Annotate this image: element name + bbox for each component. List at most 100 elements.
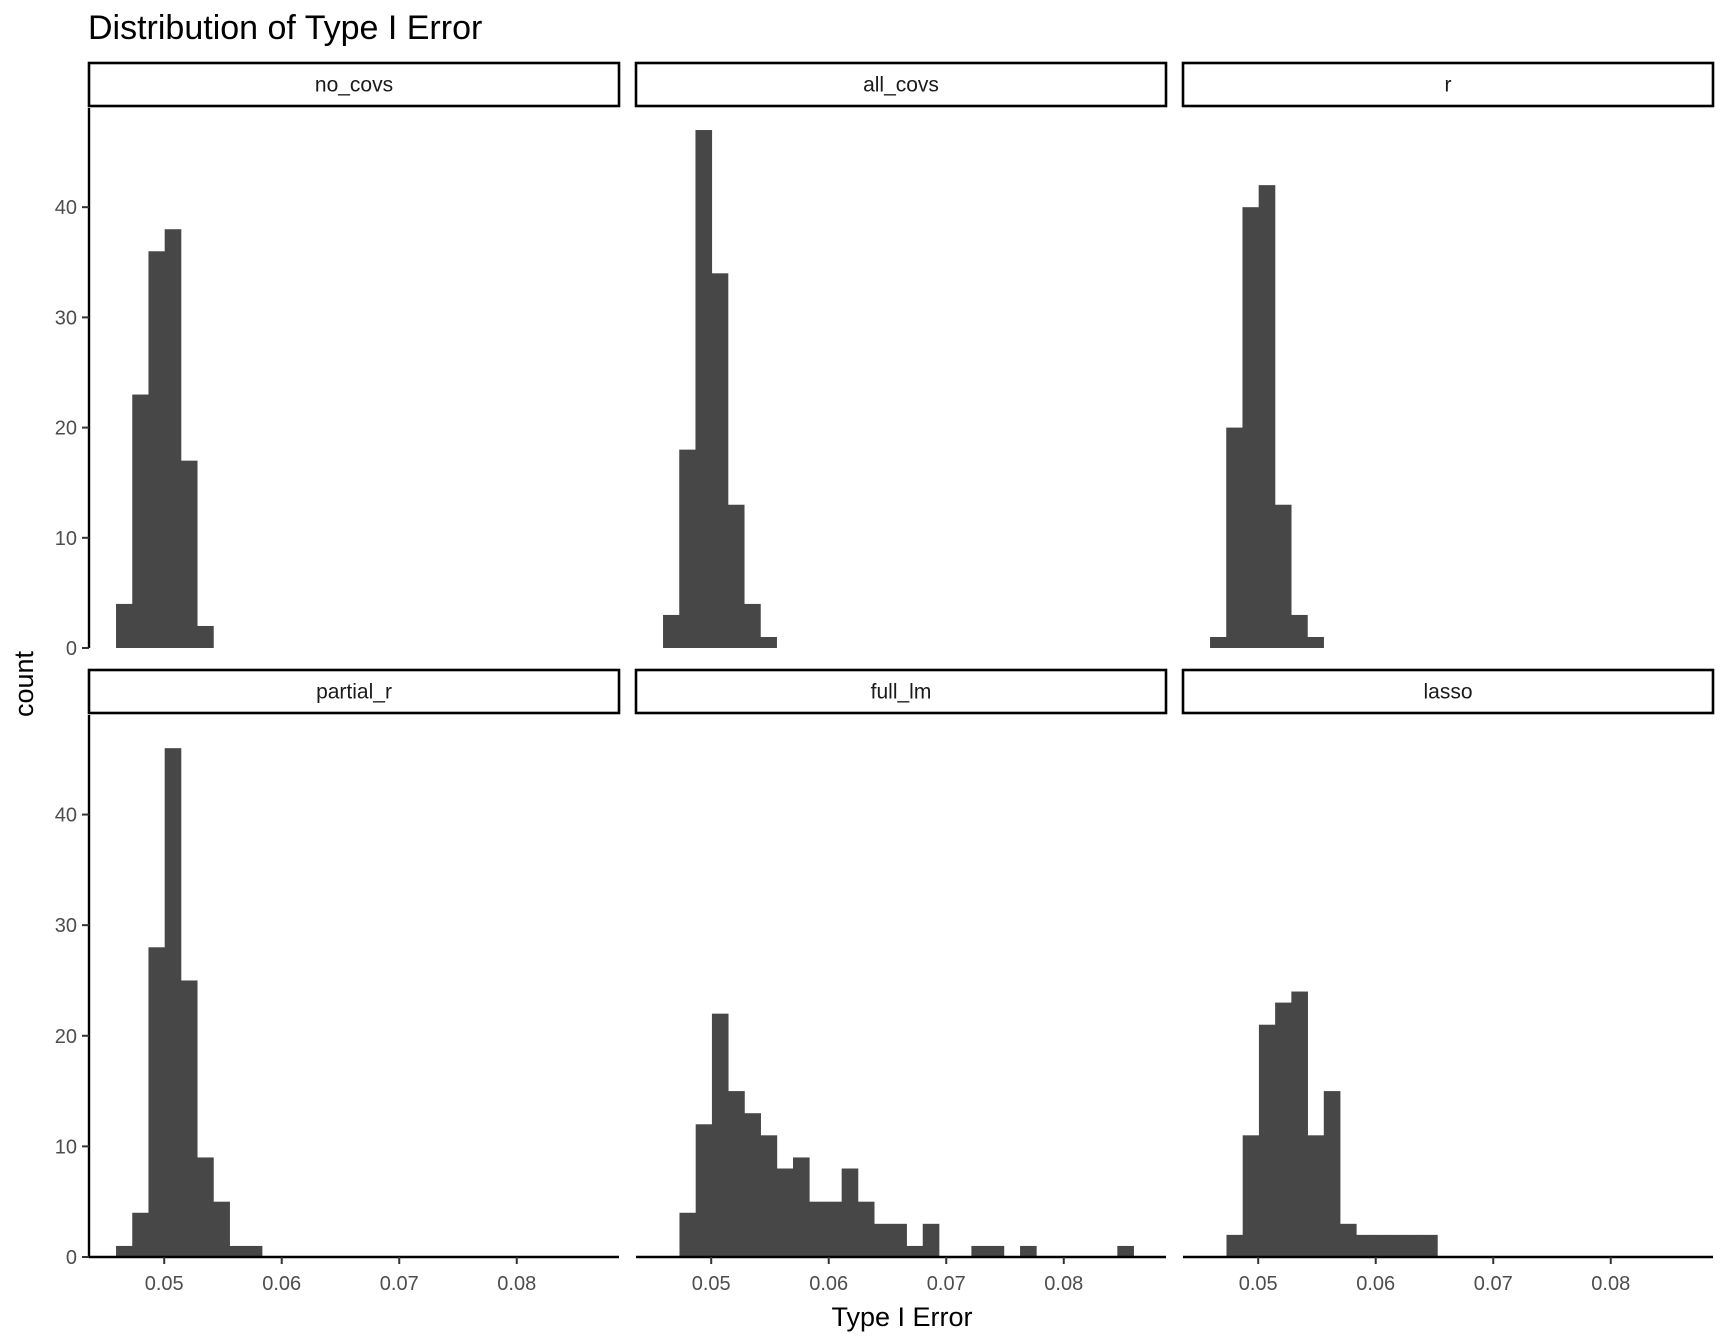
histogram-bar: [679, 1212, 697, 1257]
histogram-bar: [180, 980, 198, 1257]
histogram-bar: [1307, 636, 1324, 648]
histogram-bar: [1274, 504, 1292, 648]
histogram-bar: [1117, 1245, 1134, 1257]
facet-strip-label: no_covs: [315, 74, 393, 97]
histogram-bar: [727, 504, 745, 648]
histogram-bar: [922, 1223, 940, 1257]
facet-strip: [1181, 61, 1715, 108]
histogram-bar: [213, 1201, 230, 1257]
histogram-bar: [1291, 991, 1308, 1257]
histogram-bar: [1291, 614, 1308, 648]
histogram-bar: [1258, 185, 1276, 648]
x-tick-label: 0.05: [1239, 1273, 1278, 1295]
facet-panel-lasso: lasso 0.05 0.06 0.07 0.08: [1181, 668, 1715, 1295]
histogram-bar: [1340, 1223, 1357, 1257]
histogram-bar: [874, 1223, 891, 1257]
histogram-bar: [793, 1157, 810, 1257]
facet-panel-r: r: [1181, 61, 1715, 649]
histogram-bar: [760, 1135, 778, 1257]
facet-panel-partial_r: partial_r 0 10 20 30 40 0.05 0.06 0.07 0.08: [55, 668, 621, 1295]
facet-panel-full_lm: full_lm 0.05 0.06 0.07 0.08: [634, 668, 1168, 1295]
histogram-bar: [116, 603, 133, 648]
histogram-bar: [695, 1124, 713, 1257]
histogram-bar: [1242, 1135, 1260, 1257]
histogram-bar: [245, 1245, 263, 1257]
histogram-bar: [711, 273, 729, 648]
histogram-bar: [711, 1013, 729, 1257]
x-tick-label: 0.05: [145, 1273, 184, 1295]
histogram-bar: [809, 1201, 826, 1257]
histogram-bar: [180, 460, 198, 648]
y-tick-label: 0: [66, 1247, 77, 1269]
histogram-bar: [890, 1223, 907, 1257]
histogram-bar: [841, 1168, 859, 1257]
facet-strip-label: full_lm: [871, 681, 932, 704]
x-tick-label: 0.05: [692, 1273, 731, 1295]
histogram-bar: [744, 1113, 761, 1257]
y-tick-label: 0: [66, 638, 77, 660]
histogram-bar: [760, 636, 777, 648]
histogram-bar: [1421, 1234, 1438, 1257]
histogram-bar: [1020, 1245, 1037, 1257]
facet-panel-no_covs: no_covs 0 10 20 30 40: [55, 61, 621, 660]
histogram-bar: [1388, 1234, 1406, 1257]
histogram-bar: [148, 947, 166, 1257]
y-tick-label: 10: [55, 528, 77, 550]
histogram-bar: [164, 229, 182, 648]
facet-strip: [87, 61, 621, 108]
histogram-bar: [197, 1157, 214, 1257]
histogram-bar: [1307, 1135, 1325, 1257]
x-axis-title: Type I Error: [831, 1302, 972, 1332]
facet-strip-label: all_covs: [863, 74, 939, 97]
histogram-bar: [148, 251, 166, 648]
facet-strip: [1181, 668, 1715, 715]
y-tick-label: 40: [55, 805, 77, 827]
x-tick-label: 0.08: [1044, 1273, 1083, 1295]
histogram-bar: [906, 1245, 924, 1257]
histogram-bar: [1372, 1234, 1390, 1257]
y-tick-label: 10: [55, 1136, 77, 1158]
chart-title: Distribution of Type I Error: [88, 9, 482, 47]
histogram-bar: [197, 625, 214, 648]
histogram-bar: [728, 1091, 745, 1257]
facet-strip: [634, 668, 1168, 715]
histogram-bar: [857, 1201, 875, 1257]
histogram-bar: [1226, 427, 1243, 648]
histogram-bar: [987, 1245, 1005, 1257]
x-tick-label: 0.06: [262, 1273, 301, 1295]
facet-strip-label: r: [1445, 74, 1452, 97]
x-tick-label: 0.08: [1591, 1273, 1630, 1295]
histogram-bar: [1242, 207, 1260, 649]
y-tick-label: 30: [55, 307, 77, 329]
histogram-bar: [164, 748, 182, 1257]
facet-strip: [634, 61, 1168, 108]
histogram-bar: [116, 1245, 133, 1257]
histogram-bar: [695, 130, 713, 648]
y-tick-label: 30: [55, 915, 77, 937]
histogram-bar: [679, 449, 696, 648]
x-tick-label: 0.07: [927, 1273, 966, 1295]
histogram-bar: [744, 603, 761, 648]
histogram-bar: [1323, 1091, 1341, 1257]
histogram-bar: [1275, 1002, 1292, 1257]
x-tick-label: 0.07: [380, 1273, 419, 1295]
histogram-bar: [776, 1168, 794, 1257]
x-tick-label: 0.08: [497, 1273, 536, 1295]
histogram-bar: [1404, 1234, 1422, 1257]
x-tick-label: 0.06: [809, 1273, 848, 1295]
y-tick-label: 40: [55, 197, 77, 219]
histogram-bar: [1210, 636, 1227, 648]
histogram-bar: [1356, 1234, 1373, 1257]
y-tick-label: 20: [55, 1026, 77, 1048]
facet-strip-label: partial_r: [316, 681, 392, 704]
facet-panel-all_covs: all_covs: [634, 61, 1168, 648]
histogram-bar: [229, 1245, 247, 1257]
histogram-bar: [1226, 1234, 1244, 1257]
histogram-bar: [132, 394, 149, 648]
x-tick-label: 0.06: [1356, 1273, 1395, 1295]
x-tick-label: 0.07: [1474, 1273, 1513, 1295]
y-axis-title: count: [9, 650, 39, 717]
histogram-bar: [663, 614, 680, 648]
y-tick-label: 20: [55, 418, 77, 440]
